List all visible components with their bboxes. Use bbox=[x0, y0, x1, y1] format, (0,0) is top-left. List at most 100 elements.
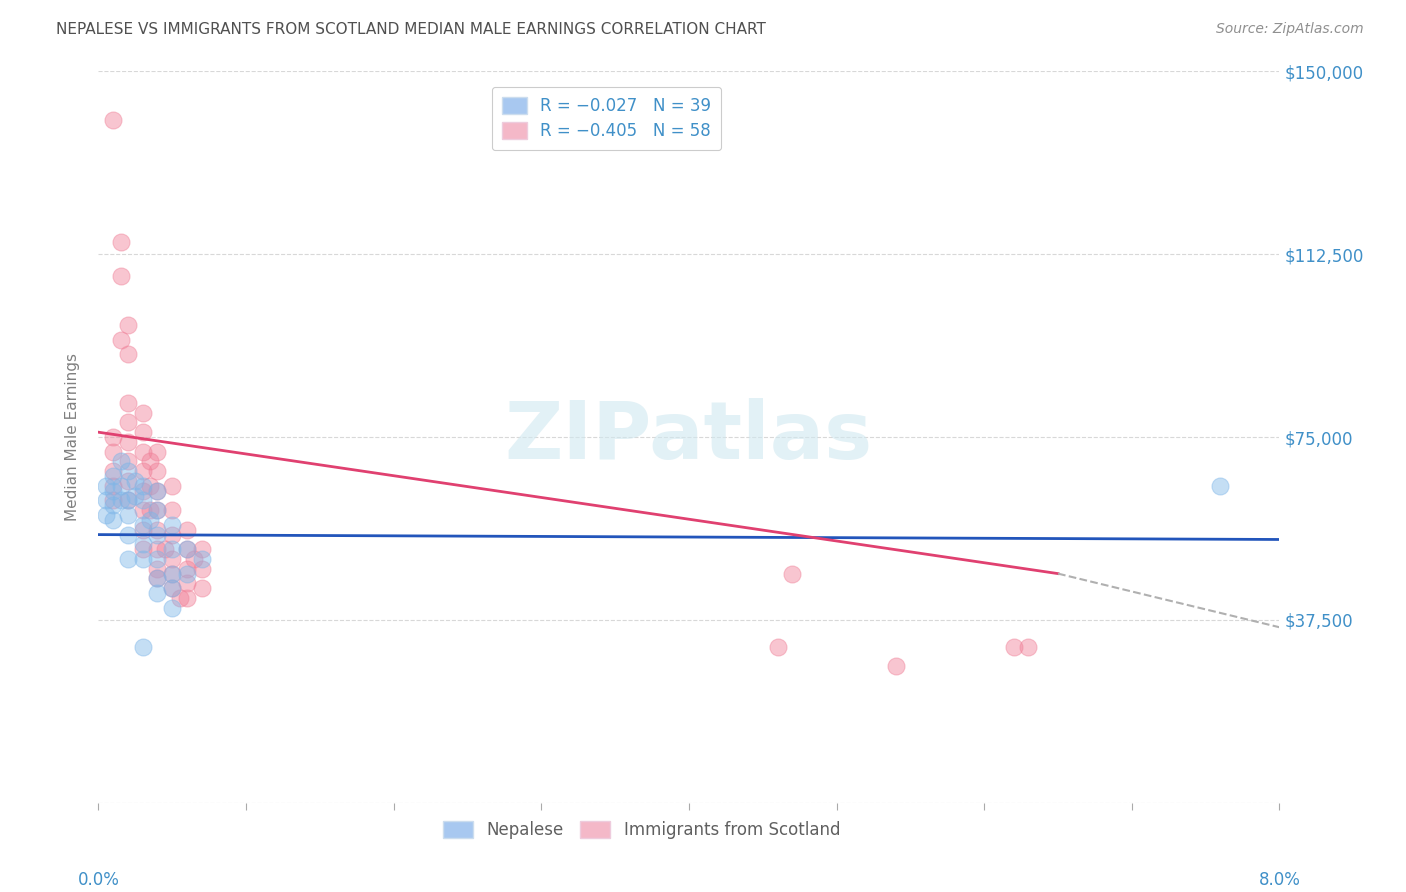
Point bbox=[162, 566, 183, 581]
Point bbox=[110, 333, 132, 347]
Point bbox=[146, 562, 169, 576]
Point bbox=[94, 508, 117, 522]
Point bbox=[94, 479, 117, 493]
Y-axis label: Median Male Earnings: Median Male Earnings bbox=[65, 353, 80, 521]
Text: 8.0%: 8.0% bbox=[1258, 871, 1301, 889]
Point bbox=[132, 552, 155, 566]
Point bbox=[103, 513, 125, 527]
Point bbox=[176, 542, 198, 557]
Point bbox=[146, 552, 169, 566]
Point bbox=[1209, 479, 1232, 493]
Point bbox=[176, 542, 198, 557]
Point bbox=[139, 479, 162, 493]
Point bbox=[103, 113, 125, 128]
Point bbox=[766, 640, 789, 654]
Point bbox=[146, 503, 169, 517]
Point bbox=[139, 454, 162, 468]
Text: ZIPatlas: ZIPatlas bbox=[505, 398, 873, 476]
Point bbox=[124, 489, 146, 503]
Point bbox=[162, 581, 183, 595]
Point bbox=[191, 581, 214, 595]
Point bbox=[146, 483, 169, 498]
Point bbox=[110, 493, 132, 508]
Point bbox=[162, 566, 183, 581]
Point bbox=[110, 454, 132, 468]
Point bbox=[117, 464, 139, 478]
Point bbox=[103, 444, 125, 458]
Point bbox=[103, 493, 125, 508]
Point bbox=[146, 586, 169, 600]
Point bbox=[146, 464, 169, 478]
Point bbox=[117, 416, 139, 430]
Point bbox=[117, 434, 139, 449]
Point bbox=[117, 347, 139, 361]
Point bbox=[103, 479, 125, 493]
Point bbox=[103, 483, 125, 498]
Point bbox=[169, 591, 191, 605]
Point bbox=[132, 483, 155, 498]
Point bbox=[191, 542, 214, 557]
Point bbox=[117, 493, 139, 508]
Point bbox=[103, 499, 125, 513]
Point bbox=[176, 562, 198, 576]
Point bbox=[117, 318, 139, 332]
Point bbox=[94, 493, 117, 508]
Point bbox=[132, 479, 155, 493]
Point bbox=[146, 503, 169, 517]
Text: Source: ZipAtlas.com: Source: ZipAtlas.com bbox=[1216, 22, 1364, 37]
Point bbox=[162, 542, 183, 557]
Point bbox=[153, 542, 176, 557]
Text: 0.0%: 0.0% bbox=[77, 871, 120, 889]
Legend: Nepalese, Immigrants from Scotland: Nepalese, Immigrants from Scotland bbox=[436, 814, 846, 846]
Point bbox=[162, 479, 183, 493]
Point bbox=[162, 552, 183, 566]
Point bbox=[162, 527, 183, 541]
Point bbox=[176, 576, 198, 591]
Point bbox=[132, 503, 155, 517]
Point bbox=[782, 566, 804, 581]
Point bbox=[132, 517, 155, 532]
Point bbox=[110, 479, 132, 493]
Point bbox=[132, 523, 155, 537]
Point bbox=[162, 581, 183, 595]
Point bbox=[146, 572, 169, 586]
Point bbox=[191, 562, 214, 576]
Point bbox=[132, 425, 155, 440]
Point bbox=[183, 552, 205, 566]
Point bbox=[139, 503, 162, 517]
Point bbox=[146, 444, 169, 458]
Point bbox=[117, 474, 139, 488]
Point bbox=[132, 444, 155, 458]
Point bbox=[117, 508, 139, 522]
Point bbox=[124, 474, 146, 488]
Point bbox=[146, 483, 169, 498]
Point bbox=[146, 527, 169, 541]
Point bbox=[132, 406, 155, 420]
Point bbox=[176, 591, 198, 605]
Point bbox=[132, 640, 155, 654]
Point bbox=[132, 464, 155, 478]
Point bbox=[103, 469, 125, 483]
Point bbox=[162, 600, 183, 615]
Point bbox=[1002, 640, 1025, 654]
Point bbox=[103, 430, 125, 444]
Point bbox=[191, 552, 214, 566]
Point bbox=[1018, 640, 1040, 654]
Point bbox=[132, 493, 155, 508]
Point bbox=[176, 566, 198, 581]
Point bbox=[117, 527, 139, 541]
Point bbox=[110, 269, 132, 284]
Text: NEPALESE VS IMMIGRANTS FROM SCOTLAND MEDIAN MALE EARNINGS CORRELATION CHART: NEPALESE VS IMMIGRANTS FROM SCOTLAND MED… bbox=[56, 22, 766, 37]
Point bbox=[146, 572, 169, 586]
Point bbox=[132, 542, 155, 557]
Point bbox=[103, 464, 125, 478]
Point bbox=[117, 454, 139, 468]
Point bbox=[139, 513, 162, 527]
Point bbox=[117, 396, 139, 410]
Point bbox=[117, 552, 139, 566]
Point bbox=[117, 493, 139, 508]
Point bbox=[146, 542, 169, 557]
Point bbox=[110, 235, 132, 249]
Point bbox=[162, 503, 183, 517]
Point bbox=[884, 659, 907, 673]
